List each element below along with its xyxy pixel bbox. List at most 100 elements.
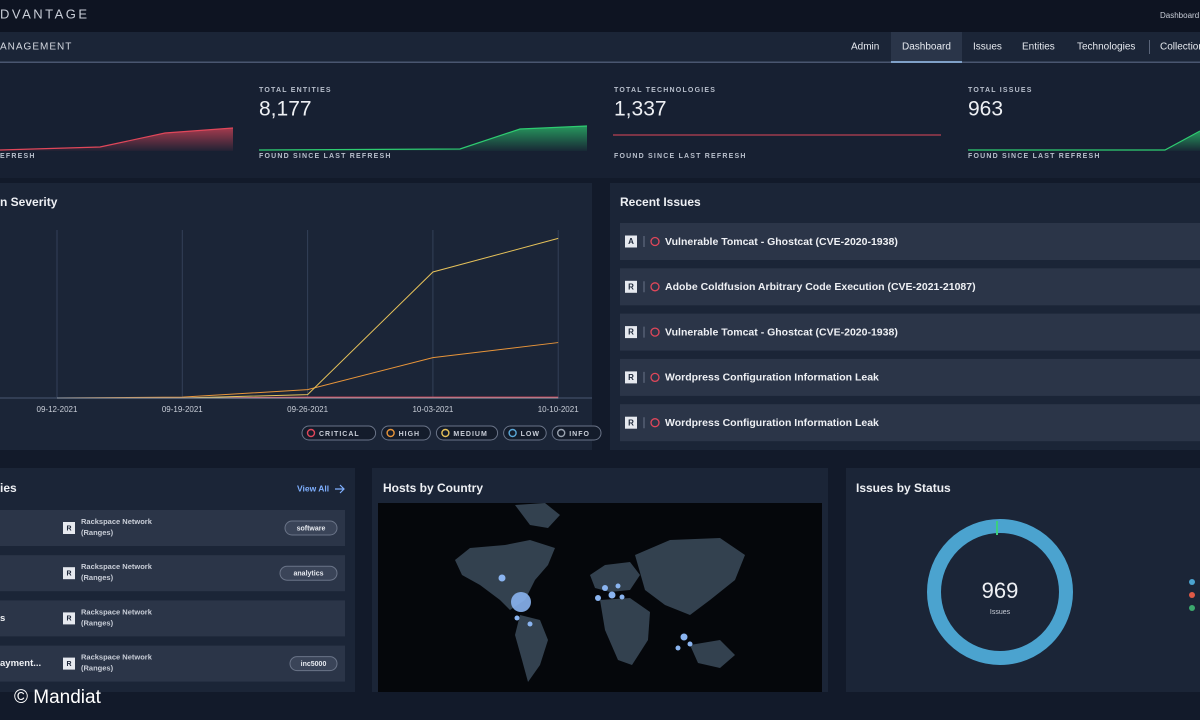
issue-row[interactable] <box>620 358 1200 396</box>
issue-badge-letter: R <box>628 282 634 291</box>
issue-badge-letter: R <box>628 328 634 337</box>
legend-label: LOW <box>521 431 540 438</box>
stat-value: 1,337 <box>614 98 667 121</box>
nav-tab[interactable]: Technologies <box>1077 42 1135 53</box>
stat-cards: EFRESH TOTAL ENTITIES 8,177 FOUND SINCE LAS… <box>0 87 1099 160</box>
entity-badge <box>63 657 75 670</box>
nav-tab[interactable]: Collection <box>1160 42 1200 53</box>
legend-dot <box>1189 579 1195 585</box>
issue-row[interactable] <box>620 313 1200 351</box>
nav-tab[interactable]: Entities <box>1022 42 1055 53</box>
technology-row[interactable] <box>0 645 345 682</box>
panel-title: Hosts by Country <box>383 481 483 495</box>
donut-segment <box>996 521 998 535</box>
tag-pill <box>279 565 338 581</box>
issue-title: Adobe Coldfusion Arbitrary Code Executio… <box>665 281 976 293</box>
legend-swatch <box>441 428 450 438</box>
entity-badge <box>63 612 75 625</box>
panel-title: ies <box>0 481 17 495</box>
entity-sub: (Ranges) <box>81 528 114 537</box>
issue-badge <box>625 416 637 429</box>
legend-pill[interactable] <box>435 425 499 441</box>
stat-value: 963 <box>968 98 1003 121</box>
continents <box>455 503 745 682</box>
x-tick-label: 09-26-2021 <box>287 405 328 414</box>
nav-tab[interactable]: Issues <box>973 42 1002 53</box>
issue-row[interactable] <box>620 223 1200 260</box>
issue-row[interactable] <box>620 268 1200 306</box>
issue-severity-icon <box>650 418 660 428</box>
issue-severity-icon <box>650 327 660 337</box>
issue-row[interactable] <box>620 404 1200 442</box>
legend-swatch <box>306 428 316 438</box>
issue-severity-icon <box>650 282 660 292</box>
entity-badge-letter: R <box>66 525 71 532</box>
stat-strip <box>0 63 1200 178</box>
entity-sub: (Ranges) <box>81 573 114 582</box>
legend-swatch <box>557 428 566 438</box>
issue-severity-icon <box>650 372 660 383</box>
issue-badge <box>625 371 637 384</box>
issue-badge <box>625 235 637 248</box>
x-tick-label: 09-12-2021 <box>37 405 78 414</box>
legend-pill[interactable] <box>551 425 602 441</box>
entity-name: Rackspace Network <box>81 517 153 526</box>
nav-tab[interactable]: Dashboard <box>902 42 951 53</box>
view-all-link[interactable]: View All <box>297 483 329 493</box>
sparkline <box>258 125 588 151</box>
legend-pill[interactable] <box>301 425 377 441</box>
entity-name: Rackspace Network <box>81 653 153 662</box>
stat-value: 8,177 <box>259 98 312 121</box>
legend-swatch <box>386 428 395 438</box>
nav-tabs: Admin Dashboard Issues Entities Technologies… <box>851 32 1200 63</box>
entity-name: Rackspace Network <box>81 607 153 616</box>
technology-name: ayment... <box>0 658 41 669</box>
x-tick-label: 09-19-2021 <box>162 405 203 414</box>
section-title: ANAGEMENT <box>0 42 72 53</box>
arrow-icon <box>335 484 345 494</box>
stat-footer: EFRESH <box>0 153 36 160</box>
issue-title: Wordpress Configuration Information Leak <box>665 372 879 384</box>
nav-bar <box>0 32 1200 63</box>
issue-badge <box>625 280 637 293</box>
issue-title: Vulnerable Tomcat - Ghostcat (CVE-2020-1… <box>665 236 898 248</box>
entity-sub: (Ranges) <box>81 618 114 627</box>
nav-border <box>0 61 1200 63</box>
top-link[interactable]: Dashboard <box>1160 11 1199 20</box>
sparkline-area <box>0 128 233 151</box>
nav-separator <box>1149 40 1150 54</box>
technology-row[interactable] <box>0 600 345 637</box>
nav-tab-active <box>891 32 962 62</box>
watermark: © Mandiat <box>14 687 102 708</box>
nav-tab[interactable]: Admin <box>851 42 879 53</box>
legend-label: HIGH <box>399 431 421 438</box>
legend-label: MEDIUM <box>453 431 487 438</box>
stat-label: TOTAL TECHNOLOGIES <box>614 87 716 94</box>
tag-label: analytics <box>294 571 324 578</box>
sparklines <box>0 125 1200 151</box>
status-donut <box>927 519 1073 665</box>
top-bar <box>0 0 1200 32</box>
severity-chart: 09-12-2021 09-19-2021 09-26-2021 10-03-2021… <box>0 230 602 441</box>
panel-title: Recent Issues <box>620 195 701 209</box>
sparkline <box>0 127 234 151</box>
series-line <box>56 342 559 399</box>
brand: DVANTAGE <box>0 6 90 21</box>
issue-title: Vulnerable Tomcat - Ghostcat (CVE-2020-1… <box>665 326 898 338</box>
status-total-label: Issues <box>990 609 1011 616</box>
severity-panel <box>0 183 592 450</box>
entity-badge <box>63 522 75 534</box>
legend-dot <box>1189 605 1195 611</box>
recent-issues-list: A Vulnerable Tomcat - Ghostcat (CVE-2020-… <box>620 223 1200 442</box>
stat-label: TOTAL ENTITIES <box>259 87 332 94</box>
legend-swatch <box>508 428 517 438</box>
sparkline-area <box>968 131 1200 151</box>
panel-title: Issues by Status <box>856 481 951 495</box>
sparkline <box>968 130 1200 151</box>
issue-badge <box>625 326 637 339</box>
issue-severity-icon <box>650 236 660 247</box>
legend-pill[interactable] <box>381 425 431 441</box>
entity-badge-letter: R <box>66 661 71 668</box>
sparkline-area <box>259 126 587 151</box>
tag-pill <box>284 520 338 536</box>
